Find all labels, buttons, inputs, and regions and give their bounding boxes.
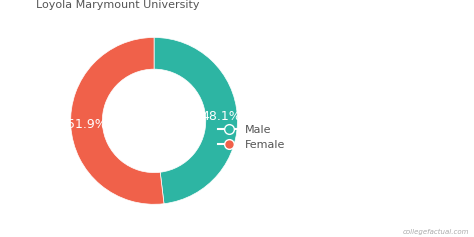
Text: Male/Female Breakdown of Faculty at
Loyola Marymount University: Male/Female Breakdown of Faculty at Loyo… [0, 0, 200, 10]
Text: 51.9%: 51.9% [67, 118, 107, 131]
Legend: Male, Female: Male, Female [218, 125, 285, 150]
Text: 48.1%: 48.1% [201, 110, 241, 123]
Wedge shape [71, 37, 164, 204]
Wedge shape [154, 37, 237, 204]
Text: collegefactual.com: collegefactual.com [403, 228, 469, 235]
